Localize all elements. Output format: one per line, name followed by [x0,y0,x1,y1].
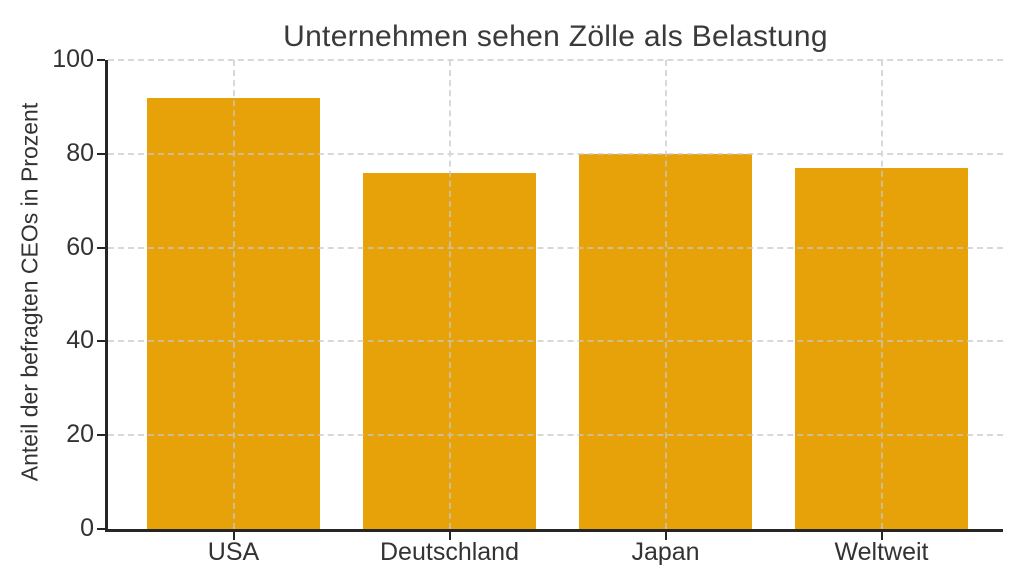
x-tick-mark-japan [664,532,667,540]
bar-weltweit [795,167,968,529]
y-tick-label-40: 40 [66,326,94,355]
bar-deutschland [363,172,536,529]
x-tick-mark-usa [232,532,235,540]
y-tick-mark-60 [97,246,105,249]
y-tick-label-100: 100 [52,44,94,73]
x-tick-label-deutschland: Deutschland [380,538,519,566]
x-tick-label-usa: USA [207,538,260,566]
x-axis-spine [105,529,1003,532]
bar-usa [147,97,320,529]
bar-japan [579,153,752,529]
bars-layer [108,60,1003,529]
y-tick-mark-100 [97,59,105,61]
y-tick-mark-80 [97,152,105,155]
y-tick-mark-0 [97,528,105,530]
x-tick-mark-weltweit [880,532,883,540]
x-tick-mark-deutschland [448,532,451,540]
y-tick-mark-20 [97,434,105,437]
y-tick-label-0: 0 [80,513,94,542]
y-tick-mark-40 [97,340,105,343]
plot-area [108,59,1003,529]
y-axis-label: Anteil der befragten CEOs in Prozent [16,102,43,482]
y-tick-label-20: 20 [66,420,94,449]
x-tick-label-weltweit: Weltweit [834,538,929,566]
y-tick-label-80: 80 [66,138,94,167]
y-tick-label-60: 60 [66,232,94,261]
chart-title: Unternehmen sehen Zölle als Belastung [283,20,828,53]
y-axis-spine [105,60,108,532]
x-tick-label-japan: Japan [631,538,700,566]
